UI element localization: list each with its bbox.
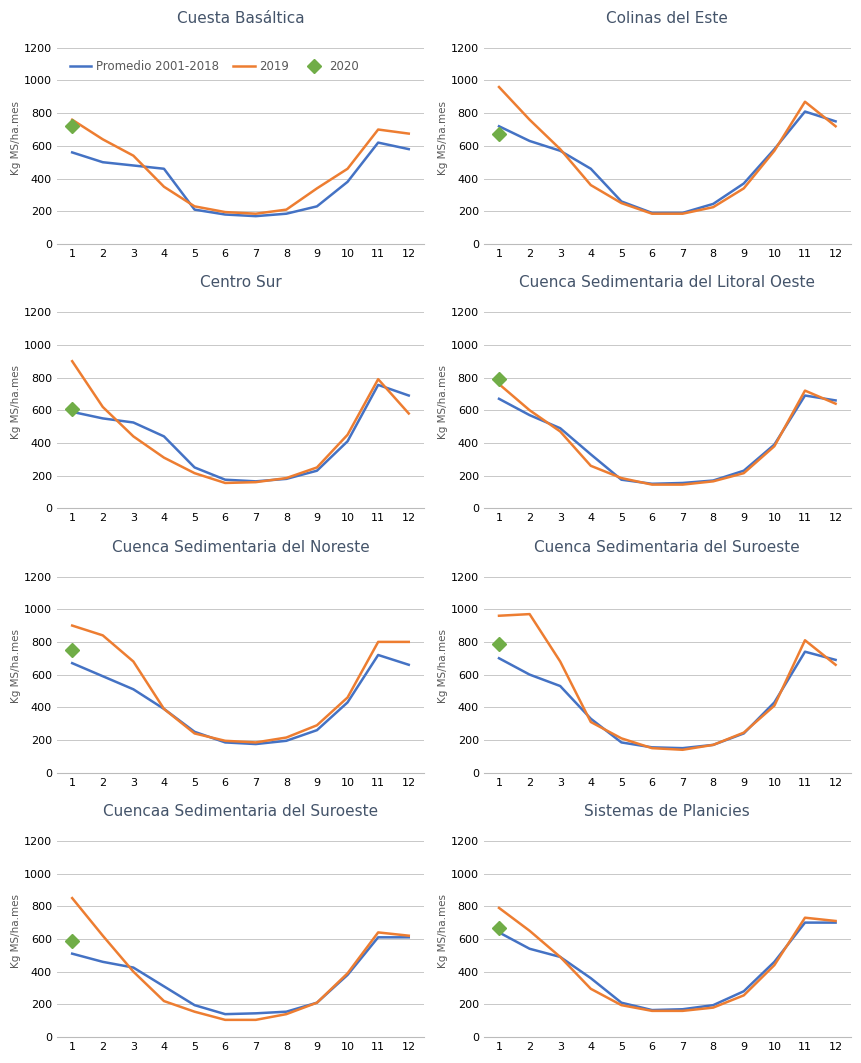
Y-axis label: Kg MS/ha.mes: Kg MS/ha.mes [437, 101, 448, 174]
Title: Sistemas de Planicies: Sistemas de Planicies [584, 805, 749, 820]
Legend: Promedio 2001-2018, 2019, 2020: Promedio 2001-2018, 2019, 2020 [70, 60, 358, 72]
Y-axis label: Kg MS/ha.mes: Kg MS/ha.mes [437, 629, 448, 704]
Title: Cuesta Basáltica: Cuesta Basáltica [177, 11, 304, 27]
Y-axis label: Kg MS/ha.mes: Kg MS/ha.mes [11, 894, 21, 967]
Y-axis label: Kg MS/ha.mes: Kg MS/ha.mes [437, 894, 448, 967]
Y-axis label: Kg MS/ha.mes: Kg MS/ha.mes [11, 101, 21, 174]
Y-axis label: Kg MS/ha.mes: Kg MS/ha.mes [437, 365, 448, 439]
Y-axis label: Kg MS/ha.mes: Kg MS/ha.mes [11, 365, 21, 439]
Title: Cuenca Sedimentaria del Noreste: Cuenca Sedimentaria del Noreste [111, 540, 369, 555]
Title: Centro Sur: Centro Sur [200, 275, 281, 290]
Title: Cuenca Sedimentaria del Litoral Oeste: Cuenca Sedimentaria del Litoral Oeste [518, 275, 815, 290]
Y-axis label: Kg MS/ha.mes: Kg MS/ha.mes [11, 629, 21, 704]
Title: Cuencaa Sedimentaria del Suroeste: Cuencaa Sedimentaria del Suroeste [102, 805, 378, 820]
Title: Colinas del Este: Colinas del Este [605, 11, 728, 27]
Title: Cuenca Sedimentaria del Suroeste: Cuenca Sedimentaria del Suroeste [534, 540, 799, 555]
